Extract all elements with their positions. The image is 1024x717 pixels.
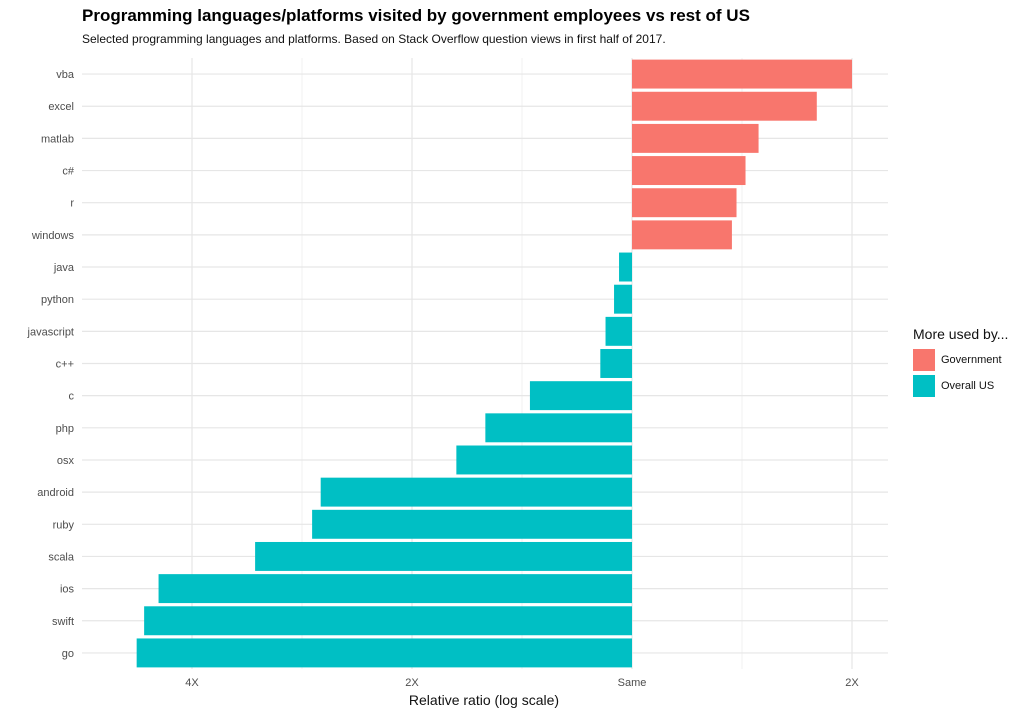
category-label-android: android	[37, 487, 74, 499]
bar-windows	[632, 220, 732, 250]
legend-item-overall-us: Overall US	[913, 374, 1008, 398]
legend-swatch-government	[913, 349, 935, 371]
bar-matlab	[632, 123, 759, 153]
bar-scala	[255, 541, 633, 571]
category-label-windows: windows	[31, 230, 75, 242]
category-label-vba: vba	[56, 69, 75, 81]
legend: More used by... Government Overall US	[913, 326, 1008, 400]
x-tick-label: 4X	[185, 677, 199, 689]
bar-vba	[632, 59, 852, 89]
legend-item-government: Government	[913, 348, 1008, 372]
bar-c++	[600, 349, 632, 378]
category-label-go: go	[62, 648, 74, 660]
bar-r	[632, 188, 737, 218]
category-label-r: r	[70, 198, 74, 210]
bar-php	[485, 413, 632, 443]
category-label-c#: c#	[62, 166, 75, 178]
legend-title: More used by...	[913, 326, 1009, 342]
bar-javascript	[605, 316, 632, 346]
category-label-ruby: ruby	[53, 519, 75, 531]
bar-ios	[158, 574, 632, 604]
category-label-osx: osx	[57, 455, 75, 467]
category-label-matlab: matlab	[41, 133, 74, 145]
bar-excel	[632, 91, 817, 121]
category-label-c++: c++	[56, 359, 74, 371]
bar-swift	[144, 606, 632, 636]
bar-osx	[456, 445, 632, 475]
category-label-javascript: javascript	[27, 326, 74, 338]
legend-swatch-overall-us	[913, 375, 935, 397]
category-label-java: java	[53, 262, 75, 274]
bar-python	[614, 284, 632, 314]
category-label-excel: excel	[48, 101, 74, 113]
x-axis-title: Relative ratio (log scale)	[409, 692, 559, 708]
category-label-swift: swift	[52, 616, 74, 628]
x-tick-label: 2X	[405, 677, 419, 689]
bar-go	[136, 638, 632, 668]
bar-c#	[632, 156, 746, 186]
category-label-scala: scala	[48, 551, 75, 563]
legend-label-government: Government	[941, 354, 1002, 366]
legend-label-overall-us: Overall US	[941, 380, 995, 392]
bar-android	[320, 477, 632, 507]
category-label-python: python	[41, 294, 74, 306]
bar-c	[529, 381, 632, 411]
x-tick-label: 2X	[845, 677, 859, 689]
category-label-c: c	[69, 391, 75, 403]
x-tick-label: Same	[618, 677, 647, 689]
category-label-php: php	[56, 423, 74, 435]
bar-java	[619, 252, 632, 282]
chart-subtitle: Selected programming languages and platf…	[82, 32, 666, 46]
bar-ruby	[312, 509, 632, 539]
category-label-ios: ios	[60, 584, 75, 596]
chart-title: Programming languages/platforms visited …	[82, 6, 750, 25]
